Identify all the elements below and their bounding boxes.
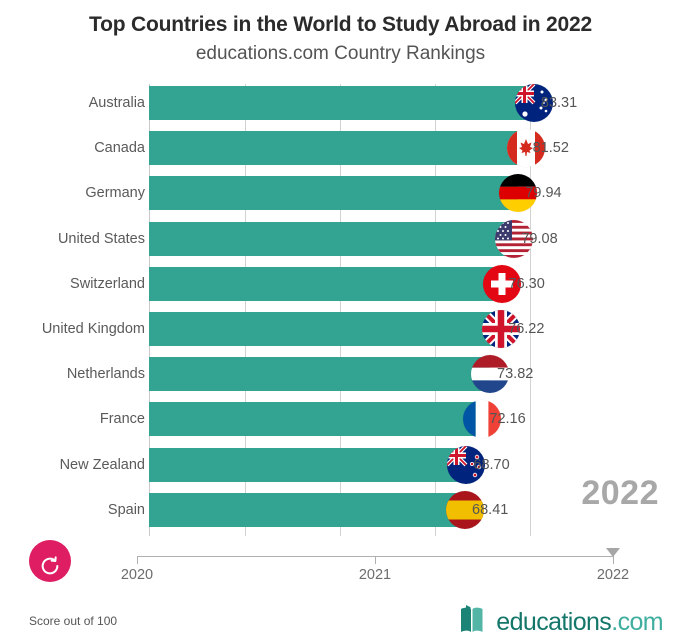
- bar-label-united-states: United States: [57, 230, 145, 247]
- bar-value-united-states: 79.08: [521, 230, 558, 247]
- bar-new-zealand[interactable]: [149, 447, 467, 482]
- bar-row: Switzerland 76.30: [0, 264, 681, 303]
- bar-value-new-zealand: 68.70: [473, 456, 510, 473]
- bar-value-australia: 83.31: [540, 95, 578, 111]
- bar-row: Spain 68.41: [0, 490, 681, 529]
- timeline-tick-label-2022[interactable]: 2022: [596, 567, 630, 583]
- timeline-tick-label-2020[interactable]: 2020: [120, 567, 154, 583]
- bar-row: United States 79.08: [0, 219, 681, 258]
- flag-netherlands-icon: [471, 355, 510, 394]
- page-title: Top Countries in the World to Study Abro…: [89, 13, 592, 36]
- replay-button[interactable]: [29, 540, 71, 582]
- book-icon: [459, 605, 487, 640]
- flag-spain-icon: [446, 490, 485, 529]
- bar-value-germany: 79.94: [525, 185, 562, 202]
- bar-value-switzerland: 76.30: [508, 275, 545, 292]
- bar-label-netherlands: Netherlands: [66, 366, 145, 383]
- brand-name: educations: [496, 608, 612, 636]
- flag-new-zealand-icon: [447, 445, 486, 484]
- flag-united-states-icon: [495, 219, 534, 258]
- bar-row: Canada 81.52: [0, 129, 681, 168]
- score-caption: Score out of 100: [29, 614, 118, 628]
- bar-value-france: 72.16: [489, 411, 526, 428]
- flag-switzerland-icon: [482, 264, 521, 303]
- bar-row: Netherlands 73.82: [0, 355, 681, 394]
- timeline-handle[interactable]: [606, 548, 620, 557]
- bar-switzerland[interactable]: [149, 266, 502, 301]
- brand-text: educations.com: [496, 610, 663, 635]
- flag-france-icon: [463, 400, 502, 439]
- bar-australia[interactable]: [149, 86, 534, 120]
- brand-tld: .com: [611, 608, 663, 636]
- bar-label-united-kingdom: United Kingdom: [41, 321, 145, 337]
- chart-subtitle: educations.com Country Rankings: [195, 43, 486, 65]
- flag-canada-icon: [506, 129, 545, 168]
- timeline-track-wrap[interactable]: 2020 2021 2022: [121, 548, 629, 596]
- flag-australia-icon: [514, 84, 553, 122]
- bar-united-kingdom[interactable]: [149, 312, 502, 346]
- bar-canada[interactable]: [149, 131, 526, 166]
- bar-label-australia: Australia: [88, 95, 145, 111]
- bar-label-switzerland: Switzerland: [70, 275, 145, 292]
- bar-value-netherlands: 73.82: [497, 366, 534, 383]
- bar-row: France 72.16: [0, 400, 681, 439]
- timeline-tick-2022: [613, 556, 614, 564]
- bar-value-canada: 81.52: [532, 140, 569, 157]
- bar-row: Germany 79.94: [0, 174, 681, 213]
- bar-chart-plot: Australia 83.31 Canada 81.52 Germany 79.94 Uni…: [0, 84, 681, 536]
- brand-logo[interactable]: educations.com: [459, 605, 664, 640]
- timeline-tick-2020: [137, 556, 138, 564]
- bar-row: United Kingdom 76.22: [0, 310, 681, 348]
- bar-label-france: France: [99, 411, 145, 428]
- chart-header: Top Countries in the World to Study Abro…: [0, 0, 681, 66]
- bar-label-germany: Germany: [85, 185, 145, 202]
- timeline-tick-2021: [375, 556, 376, 564]
- flag-germany-icon: [499, 174, 538, 213]
- bar-row: Australia 83.31: [0, 84, 681, 122]
- bar-germany[interactable]: [149, 176, 519, 211]
- bar-france[interactable]: [149, 402, 483, 437]
- bar-spain[interactable]: [149, 492, 466, 527]
- bar-label-canada: Canada: [94, 140, 145, 157]
- replay-icon: [29, 555, 71, 577]
- bar-united-states[interactable]: [149, 221, 515, 256]
- bar-label-spain: Spain: [107, 501, 145, 518]
- bar-netherlands[interactable]: [149, 357, 491, 392]
- timeline-slider[interactable]: 2020 2021 2022: [0, 540, 681, 596]
- bar-label-new-zealand: New Zealand: [59, 456, 145, 473]
- bar-value-spain: 68.41: [472, 501, 509, 518]
- timeline-tick-label-2021[interactable]: 2021: [358, 567, 392, 583]
- bar-rows: Australia 83.31 Canada 81.52 Germany 79.94 Uni…: [0, 84, 681, 536]
- bar-row: New Zealand 68.70: [0, 445, 681, 484]
- bar-value-united-kingdom: 76.22: [508, 321, 545, 337]
- year-watermark: 2022: [581, 474, 659, 512]
